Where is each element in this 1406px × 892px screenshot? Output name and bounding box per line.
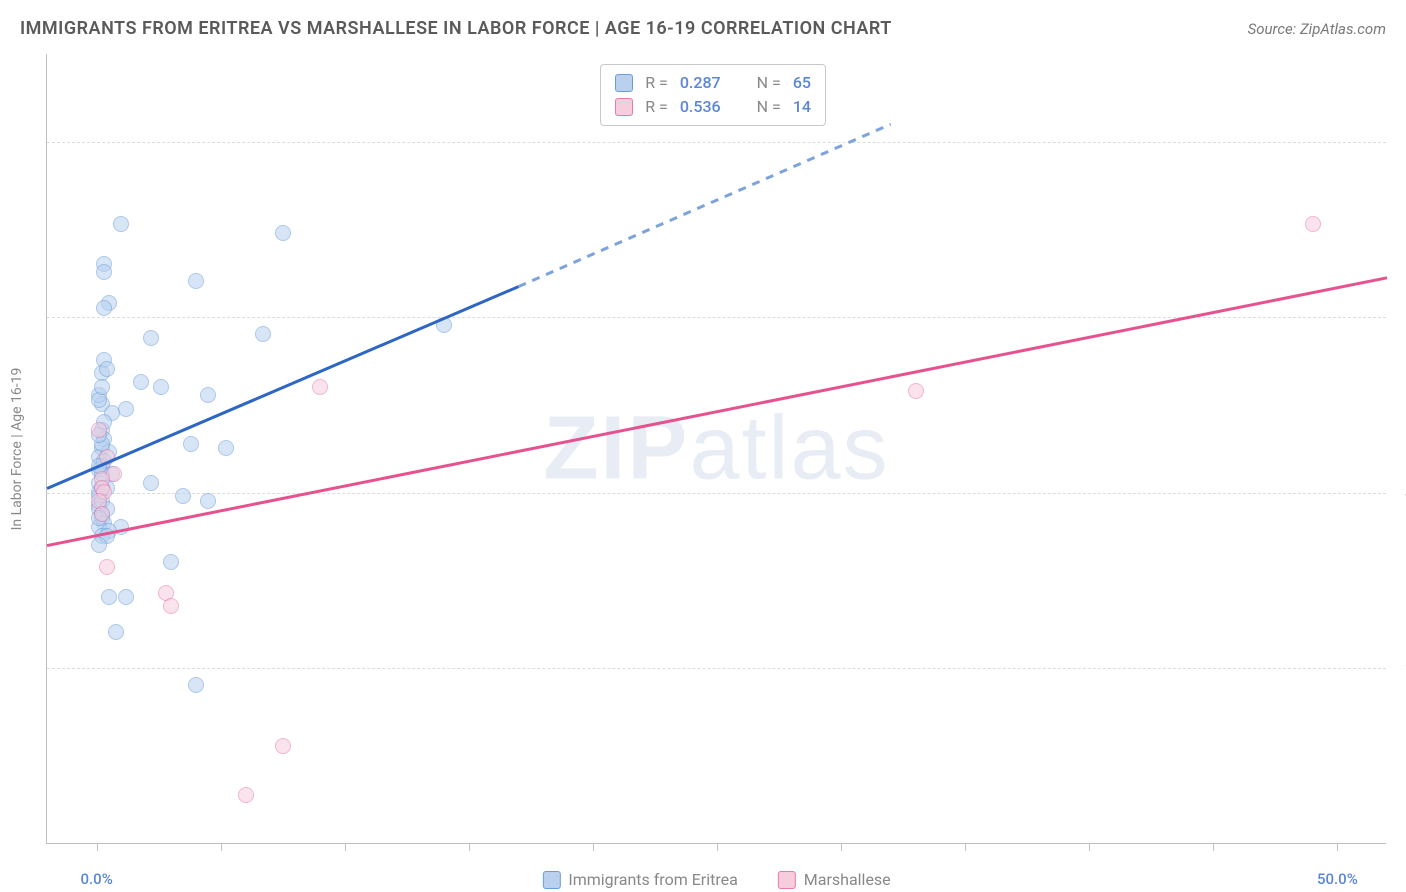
data-point-marshallese [91,422,107,438]
x-tick [965,843,966,851]
x-tick [221,843,222,851]
x-tick [1213,843,1214,851]
plot-surface: 20.0%40.0%60.0%80.0%0.0%50.0% [47,54,1386,843]
data-point-marshallese [1305,216,1321,232]
swatch-eritrea [615,74,633,92]
n-value-eritrea: 65 [793,71,811,95]
data-point-marshallese [908,383,924,399]
data-point-eritrea [143,475,159,491]
r-value-eritrea: 0.287 [680,71,721,95]
gridline-h [47,317,1386,318]
data-point-eritrea [96,300,112,316]
chart-title: IMMIGRANTS FROM ERITREA VS MARSHALLESE I… [20,18,892,39]
swatch-eritrea [542,871,560,889]
data-point-eritrea [118,401,134,417]
data-point-eritrea [113,216,129,232]
data-point-eritrea [275,225,291,241]
legend-item-marshallese: Marshallese [778,870,891,889]
x-tick [593,843,594,851]
r-label: R = [645,95,668,119]
data-point-marshallese [312,379,328,395]
data-point-marshallese [99,449,115,465]
correlation-row-eritrea: R = 0.287 N = 65 [615,71,811,95]
data-point-eritrea [94,379,110,395]
data-point-eritrea [153,379,169,395]
gridline-h [47,142,1386,143]
data-point-eritrea [133,374,149,390]
gridline-h [47,668,1386,669]
n-label: N = [757,71,781,95]
x-tick [1089,843,1090,851]
data-point-eritrea [143,330,159,346]
n-label: N = [757,95,781,119]
data-point-eritrea [99,361,115,377]
n-value-marshallese: 14 [793,95,811,119]
correlation-row-marshallese: R = 0.536 N = 14 [615,95,811,119]
data-point-marshallese [94,506,110,522]
data-point-eritrea [200,387,216,403]
x-tick-label: 50.0% [1317,870,1358,888]
source-label: Source: ZipAtlas.com [1248,20,1386,38]
x-tick [717,843,718,851]
correlation-legend: R = 0.287 N = 65 R = 0.536 N = 14 [600,64,826,126]
legend-label-eritrea: Immigrants from Eritrea [568,870,737,889]
data-point-eritrea [255,326,271,342]
data-point-eritrea [175,488,191,504]
data-point-marshallese [275,738,291,754]
data-point-eritrea [91,537,107,553]
x-tick [1337,843,1338,851]
y-axis-label: In Labor Force | Age 16-19 [9,367,25,530]
data-point-eritrea [436,317,452,333]
data-point-marshallese [163,598,179,614]
legend-label-marshallese: Marshallese [804,870,891,889]
chart-area: ZIPatlas In Labor Force | Age 16-19 20.0… [46,54,1386,844]
series-legend: Immigrants from Eritrea Marshallese [542,870,890,889]
legend-item-eritrea: Immigrants from Eritrea [542,870,737,889]
data-point-eritrea [101,589,117,605]
data-point-eritrea [188,273,204,289]
r-value-marshallese: 0.536 [680,95,721,119]
data-point-eritrea [218,440,234,456]
x-tick [841,843,842,851]
data-point-eritrea [200,493,216,509]
data-point-marshallese [99,559,115,575]
data-point-eritrea [118,589,134,605]
data-point-eritrea [188,677,204,693]
x-tick [97,843,98,851]
data-point-eritrea [108,624,124,640]
swatch-marshallese [615,98,633,116]
gridline-h [47,493,1386,494]
data-point-eritrea [163,554,179,570]
r-label: R = [645,71,668,95]
x-tick [345,843,346,851]
x-tick [469,843,470,851]
x-tick-label: 0.0% [80,870,112,888]
swatch-marshallese [778,871,796,889]
data-point-eritrea [96,264,112,280]
data-point-marshallese [238,787,254,803]
data-point-eritrea [183,436,199,452]
